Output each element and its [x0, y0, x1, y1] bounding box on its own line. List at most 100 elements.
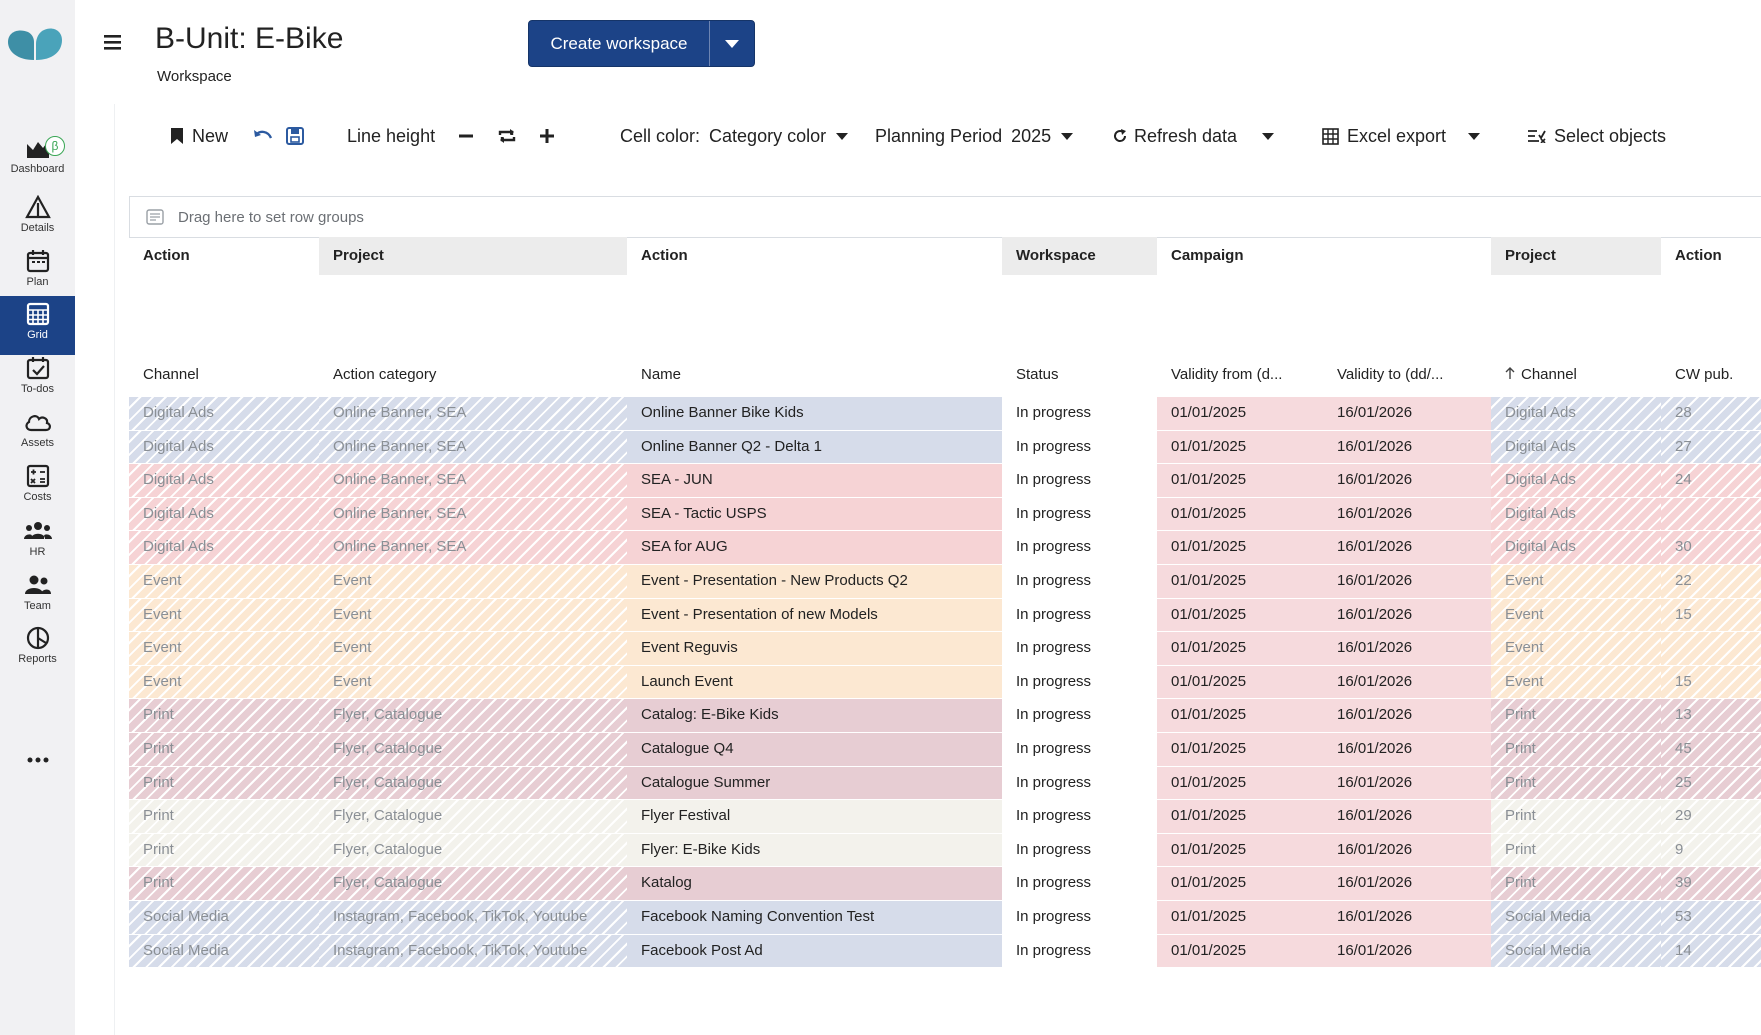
cell-validity-to[interactable]: 16/01/2026: [1323, 867, 1491, 900]
cell-validity-from[interactable]: 01/01/2025: [1157, 800, 1323, 833]
cell-validity-to[interactable]: 16/01/2026: [1323, 766, 1491, 800]
cell-cw-pub[interactable]: 39: [1661, 867, 1761, 900]
cell-name[interactable]: Online Banner Q2 - Delta 1: [627, 430, 1002, 464]
new-button[interactable]: New: [170, 120, 228, 152]
cell-validity-from[interactable]: 01/01/2025: [1157, 598, 1323, 632]
cell-channel[interactable]: Print: [129, 800, 319, 833]
cell-validity-from[interactable]: 01/01/2025: [1157, 733, 1323, 766]
cell-cw-pub[interactable]: 13: [1661, 699, 1761, 732]
table-row[interactable]: Print Flyer, Catalogue Flyer Festival In pr…: [129, 800, 1761, 834]
cell-validity-from[interactable]: 01/01/2025: [1157, 665, 1323, 699]
cell-channel-2[interactable]: Print: [1491, 733, 1661, 766]
cell-channel-2[interactable]: Digital Ads: [1491, 497, 1661, 531]
cell-validity-to[interactable]: 16/01/2026: [1323, 531, 1491, 564]
cell-name[interactable]: Launch Event: [627, 665, 1002, 699]
cell-action-category[interactable]: Instagram, Facebook, TikTok, Youtube: [319, 901, 627, 934]
nav-item-plan[interactable]: Plan: [0, 243, 75, 302]
cell-channel[interactable]: Digital Ads: [129, 430, 319, 464]
planning-period-dropdown[interactable]: Planning Period 2025: [875, 120, 1081, 152]
cell-status[interactable]: In progress: [1002, 497, 1157, 531]
cell-action-category[interactable]: Flyer, Catalogue: [319, 733, 627, 766]
create-workspace-dropdown[interactable]: [710, 21, 754, 66]
refresh-data-dropdown[interactable]: [1262, 120, 1282, 152]
cell-name[interactable]: Facebook Naming Convention Test: [627, 901, 1002, 934]
table-row[interactable]: Event Event Launch Event In progress 01/01/2…: [129, 665, 1761, 700]
cell-validity-from[interactable]: 01/01/2025: [1157, 531, 1323, 564]
cell-channel[interactable]: Event: [129, 632, 319, 665]
cell-cw-pub[interactable]: 28: [1661, 397, 1761, 430]
cell-name[interactable]: Catalogue Summer: [627, 766, 1002, 800]
nav-item-hr[interactable]: HR: [0, 513, 75, 572]
cell-validity-from[interactable]: 01/01/2025: [1157, 397, 1323, 430]
cell-validity-to[interactable]: 16/01/2026: [1323, 598, 1491, 632]
table-row[interactable]: Event Event Event Reguvis In progress 01/01/…: [129, 632, 1761, 666]
cell-channel-2[interactable]: Social Media: [1491, 934, 1661, 968]
cell-action-category[interactable]: Instagram, Facebook, TikTok, Youtube: [319, 934, 627, 968]
cell-cw-pub[interactable]: 15: [1661, 665, 1761, 699]
cell-status[interactable]: In progress: [1002, 833, 1157, 867]
cell-validity-to[interactable]: 16/01/2026: [1323, 800, 1491, 833]
cell-validity-to[interactable]: 16/01/2026: [1323, 833, 1491, 867]
cell-channel-2[interactable]: Print: [1491, 833, 1661, 867]
cell-channel-2[interactable]: Event: [1491, 665, 1661, 699]
cell-cw-pub[interactable]: 25: [1661, 766, 1761, 800]
line-height-decrease-button[interactable]: [458, 120, 482, 152]
cell-action-category[interactable]: Online Banner, SEA: [319, 464, 627, 497]
cell-channel-2[interactable]: Social Media: [1491, 901, 1661, 934]
cell-name[interactable]: Event Reguvis: [627, 632, 1002, 665]
nav-item-assets[interactable]: Assets: [0, 404, 75, 463]
line-height-increase-button[interactable]: [539, 120, 563, 152]
cell-action-category[interactable]: Flyer, Catalogue: [319, 867, 627, 900]
cell-validity-from[interactable]: 01/01/2025: [1157, 867, 1323, 900]
cell-validity-from[interactable]: 01/01/2025: [1157, 632, 1323, 665]
cell-action-category[interactable]: Online Banner, SEA: [319, 430, 627, 464]
cell-validity-to[interactable]: 16/01/2026: [1323, 733, 1491, 766]
cell-channel[interactable]: Event: [129, 598, 319, 632]
nav-item-details[interactable]: Details: [0, 189, 75, 248]
cell-cw-pub[interactable]: [1661, 497, 1761, 531]
cell-cw-pub[interactable]: 14: [1661, 934, 1761, 968]
cell-status[interactable]: In progress: [1002, 800, 1157, 833]
table-row[interactable]: Digital Ads Online Banner, SEA SEA - JUN In…: [129, 464, 1761, 498]
column-header-validity-to[interactable]: Validity to (dd/...: [1337, 366, 1444, 383]
nav-item-team[interactable]: Team: [0, 567, 75, 626]
cell-status[interactable]: In progress: [1002, 766, 1157, 800]
cell-validity-to[interactable]: 16/01/2026: [1323, 430, 1491, 464]
cell-cw-pub[interactable]: 15: [1661, 598, 1761, 632]
cell-action-category[interactable]: Online Banner, SEA: [319, 497, 627, 531]
table-row[interactable]: Digital Ads Online Banner, SEA Online Bann…: [129, 430, 1761, 465]
cell-action-category[interactable]: Event: [319, 598, 627, 632]
cell-name[interactable]: Flyer Festival: [627, 800, 1002, 833]
table-row[interactable]: Event Event Event - Presentation of new Mo…: [129, 598, 1761, 633]
cell-status[interactable]: In progress: [1002, 464, 1157, 497]
cell-status[interactable]: In progress: [1002, 665, 1157, 699]
excel-export-dropdown[interactable]: [1468, 120, 1488, 152]
cell-channel[interactable]: Digital Ads: [129, 464, 319, 497]
excel-export-button[interactable]: Excel export: [1322, 120, 1446, 152]
table-row[interactable]: Print Flyer, Catalogue Katalog In progress 0…: [129, 867, 1761, 901]
cell-channel[interactable]: Print: [129, 833, 319, 867]
cell-validity-from[interactable]: 01/01/2025: [1157, 430, 1323, 464]
cell-validity-to[interactable]: 16/01/2026: [1323, 901, 1491, 934]
more-dots-icon[interactable]: [0, 748, 75, 772]
cell-channel[interactable]: Digital Ads: [129, 531, 319, 564]
cell-channel-2[interactable]: Event: [1491, 565, 1661, 598]
save-button[interactable]: [286, 120, 312, 152]
column-header-channel[interactable]: Channel: [143, 366, 199, 383]
cell-channel[interactable]: Event: [129, 565, 319, 598]
cell-action-category[interactable]: Flyer, Catalogue: [319, 699, 627, 732]
cell-validity-from[interactable]: 01/01/2025: [1157, 565, 1323, 598]
cell-channel[interactable]: Print: [129, 699, 319, 732]
cell-channel[interactable]: Social Media: [129, 901, 319, 934]
cell-validity-from[interactable]: 01/01/2025: [1157, 699, 1323, 732]
cell-action-category[interactable]: Flyer, Catalogue: [319, 766, 627, 800]
column-header-channel-sorted[interactable]: Channel: [1491, 354, 1661, 396]
cell-status[interactable]: In progress: [1002, 867, 1157, 900]
cell-validity-to[interactable]: 16/01/2026: [1323, 665, 1491, 699]
cell-validity-from[interactable]: 01/01/2025: [1157, 833, 1323, 867]
column-header-validity-from[interactable]: Validity from (d...: [1171, 366, 1283, 383]
line-height-reset-button[interactable]: [497, 120, 525, 152]
cell-channel[interactable]: Print: [129, 733, 319, 766]
cell-validity-from[interactable]: 01/01/2025: [1157, 766, 1323, 800]
cell-channel-2[interactable]: Digital Ads: [1491, 430, 1661, 464]
